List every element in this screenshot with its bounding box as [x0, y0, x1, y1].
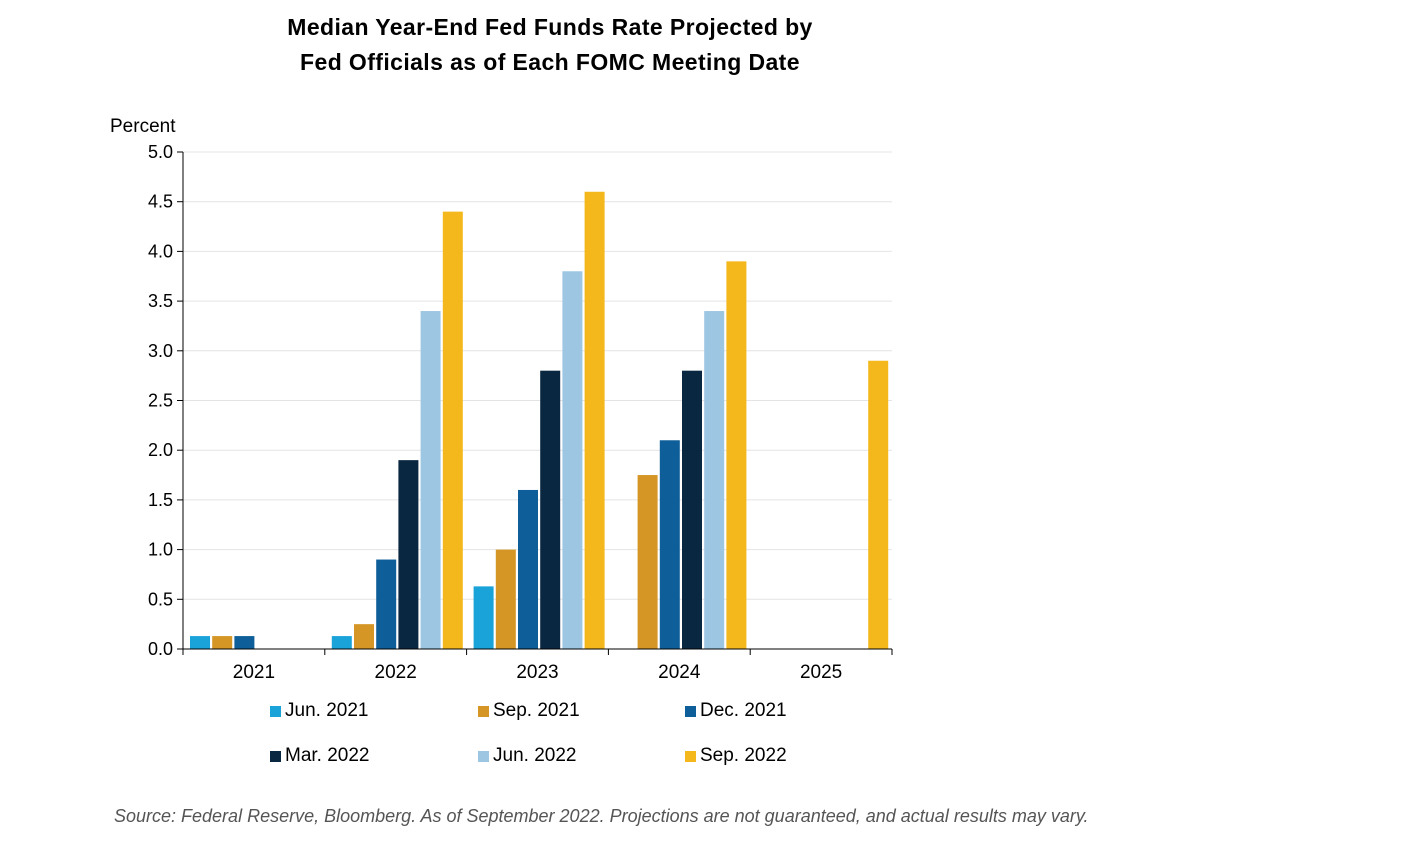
legend-swatch: [270, 750, 281, 762]
bar: [354, 624, 374, 649]
chart-title-line-2: Fed Officials as of Each FOMC Meeting Da…: [300, 49, 800, 75]
bar: [473, 586, 494, 649]
y-tick-label: 0.5: [148, 589, 173, 609]
legend-swatch: [478, 750, 489, 762]
chart-title: Median Year-End Fed Funds Rate Projected…: [200, 10, 900, 80]
legend-swatch: [478, 705, 489, 717]
y-tick-label: 2.5: [148, 391, 173, 411]
legend-item: Sep. 2021: [478, 700, 580, 722]
bar: [584, 191, 605, 649]
y-axis-label: Percent: [110, 116, 176, 137]
y-tick-label: 2.0: [148, 440, 173, 460]
legend-item: Jun. 2022: [478, 745, 576, 767]
legend-label: Jun. 2021: [285, 700, 369, 721]
bar: [442, 211, 463, 649]
y-tick-label: 5.0: [148, 142, 173, 162]
legend-item: Dec. 2021: [685, 700, 787, 722]
bar: [637, 475, 658, 649]
y-tick-label: 4.0: [148, 241, 173, 261]
legend-item: Jun. 2021: [270, 700, 368, 722]
x-tick-label: 2025: [800, 662, 842, 683]
y-tick-label: 0.0: [148, 639, 173, 659]
chart-legend: Jun. 2021 Sep. 2021 Dec. 2021 Mar. 2022 Jun.…: [270, 700, 910, 780]
legend-swatch: [270, 705, 281, 717]
bar: [868, 360, 889, 649]
legend-label: Sep. 2021: [493, 700, 580, 721]
bar: [398, 460, 419, 649]
bar: [495, 549, 516, 649]
y-tick-label: 1.0: [148, 540, 173, 560]
legend-label: Sep. 2022: [700, 745, 787, 766]
bar-chart: 0.0 0.5 1.0 1.5 2.0 2.5 3.0 3.5 4.0 4.5 5.0 2021 202…: [148, 142, 893, 683]
bar: [682, 370, 702, 649]
x-tick-label: 2021: [233, 662, 275, 683]
bar: [726, 261, 747, 649]
y-tick-label: 1.5: [148, 490, 173, 510]
bar: [212, 636, 233, 649]
bar: [420, 311, 441, 649]
source-note: Source: Federal Reserve, Bloomberg. As o…: [114, 806, 1089, 826]
bar: [518, 489, 538, 649]
bar: [234, 636, 255, 649]
bar: [376, 559, 397, 649]
chart-title-line-1: Median Year-End Fed Funds Rate Projected…: [287, 14, 813, 40]
legend-item: Sep. 2022: [685, 745, 787, 767]
bar: [540, 370, 561, 649]
legend-swatch: [685, 705, 696, 717]
x-tick-label: 2023: [516, 662, 558, 683]
bar: [562, 271, 583, 649]
legend-label: Jun. 2022: [493, 745, 577, 766]
legend-label: Mar. 2022: [285, 745, 370, 766]
x-tick-label: 2022: [375, 662, 417, 683]
y-tick-label: 4.5: [148, 192, 173, 212]
bar: [659, 440, 680, 649]
bar: [331, 636, 352, 649]
legend-swatch: [685, 750, 696, 762]
legend-item: Mar. 2022: [270, 745, 370, 767]
y-tick-label: 3.5: [148, 291, 173, 311]
legend-label: Dec. 2021: [700, 700, 787, 721]
bar: [190, 636, 210, 649]
x-tick-label: 2024: [658, 662, 701, 683]
bar: [704, 311, 725, 649]
y-tick-label: 3.0: [148, 341, 173, 361]
